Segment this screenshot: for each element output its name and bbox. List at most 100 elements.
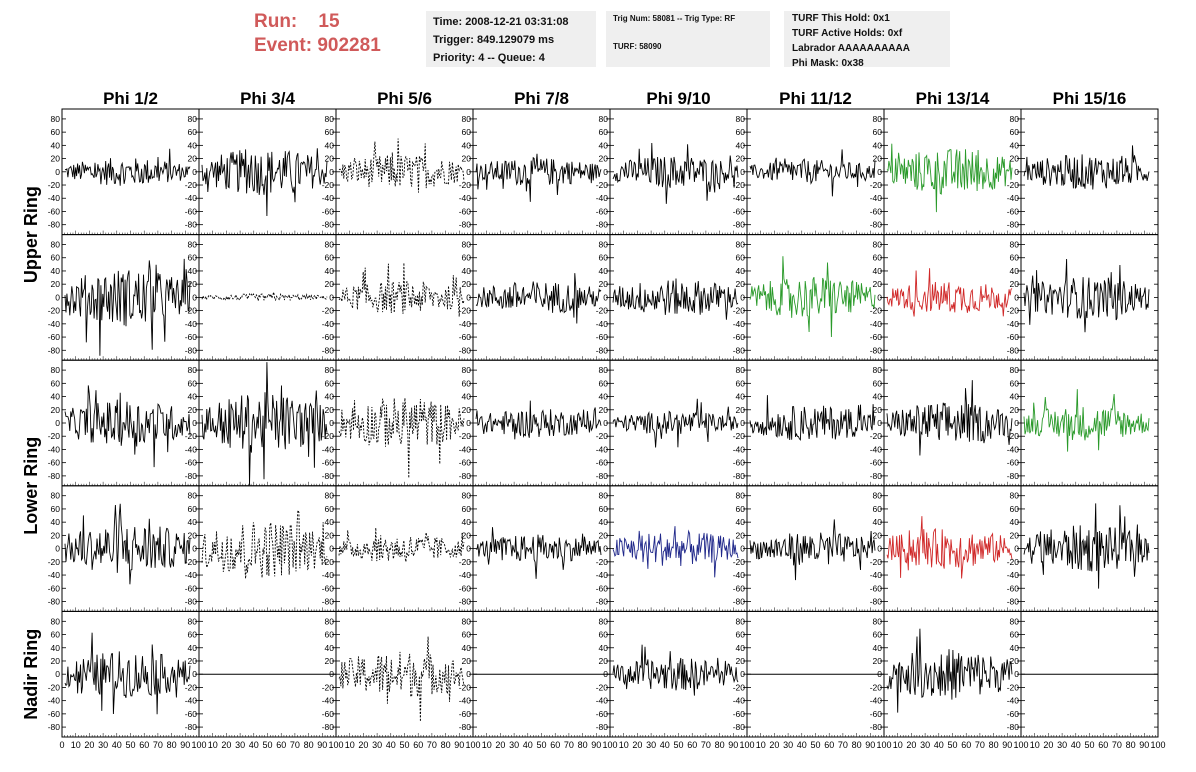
y-tick-label: -60 (48, 583, 61, 593)
y-tick-label: 0 (877, 167, 882, 177)
x-tick-label: 70 (427, 740, 437, 750)
x-tick-label: 10 (756, 740, 766, 750)
y-tick-label: -80 (185, 722, 198, 732)
y-tick-label: 20 (1010, 530, 1020, 540)
y-tick-label: -20 (870, 431, 883, 441)
y-tick-label: -80 (185, 345, 198, 355)
y-tick-label: -20 (733, 306, 746, 316)
x-tick-label: 90 (1002, 740, 1012, 750)
y-tick-label: 40 (188, 266, 198, 276)
x-tick-label: 40 (523, 740, 533, 750)
y-tick-label: 0 (55, 167, 60, 177)
y-tick-label: -60 (185, 206, 198, 216)
waveform-trace (612, 398, 739, 448)
trigger-info-box: Trig Num: 58081 -- Trig Type: RF TURF: 5… (606, 11, 770, 67)
y-tick-label: -20 (596, 431, 609, 441)
y-tick-label: 0 (1014, 544, 1019, 554)
y-tick-label: 80 (188, 365, 198, 375)
x-tick-label: 80 (1126, 740, 1136, 750)
y-tick-label: 80 (51, 365, 61, 375)
y-tick-label: -60 (733, 332, 746, 342)
y-tick-label: 20 (188, 530, 198, 540)
priority-text: Priority: 4 -- Queue: 4 (433, 52, 545, 64)
y-tick-label: -60 (733, 583, 746, 593)
y-tick-label: -40 (596, 570, 609, 580)
y-tick-label: -60 (596, 583, 609, 593)
x-tick-label: 10 (893, 740, 903, 750)
y-tick-label: 60 (1010, 127, 1020, 137)
y-tick-label: -60 (322, 583, 335, 593)
y-tick-label: 80 (599, 240, 609, 250)
y-tick-label: 60 (873, 378, 883, 388)
waveform-trace (1023, 503, 1150, 589)
x-tick-label: 100 (1013, 740, 1028, 750)
y-tick-label: 40 (325, 266, 335, 276)
y-tick-label: 20 (1010, 279, 1020, 289)
y-tick-label: 20 (873, 530, 883, 540)
y-tick-label: -40 (870, 193, 883, 203)
y-tick-label: -40 (596, 319, 609, 329)
y-tick-label: 40 (736, 140, 746, 150)
waveform-trace (64, 148, 191, 186)
y-tick-label: 60 (325, 630, 335, 640)
y-tick-label: -20 (459, 682, 472, 692)
x-tick-label: 90 (454, 740, 464, 750)
y-tick-label: 60 (462, 127, 472, 137)
y-tick-label: -20 (596, 682, 609, 692)
y-tick-label: -60 (48, 206, 61, 216)
y-tick-label: 40 (873, 517, 883, 527)
y-tick-label: 20 (462, 405, 472, 415)
y-tick-label: 0 (877, 418, 882, 428)
x-tick-label: 20 (358, 740, 368, 750)
x-tick-label: 60 (276, 740, 286, 750)
y-tick-label: 60 (51, 127, 61, 137)
y-tick-label: 40 (325, 140, 335, 150)
y-tick-label: -20 (459, 306, 472, 316)
y-tick-label: 20 (736, 154, 746, 164)
y-tick-label: -40 (870, 696, 883, 706)
y-tick-label: 20 (736, 279, 746, 289)
y-tick-label: -60 (596, 458, 609, 468)
y-tick-label: -80 (48, 722, 61, 732)
y-tick-label: 60 (188, 127, 198, 137)
waveform-trace (886, 380, 1013, 456)
y-tick-label: 20 (599, 656, 609, 666)
y-tick-label: -40 (48, 696, 61, 706)
y-tick-label: -60 (48, 332, 61, 342)
y-tick-label: 60 (325, 253, 335, 263)
y-tick-label: -20 (48, 557, 61, 567)
y-tick-label: -80 (48, 345, 61, 355)
x-tick-label: 100 (328, 740, 343, 750)
waveform-trace (886, 516, 1013, 579)
ring-label: Nadir Ring (21, 629, 41, 720)
waveform-trace (886, 268, 1013, 317)
y-tick-label: 0 (740, 544, 745, 554)
y-tick-label: -80 (733, 220, 746, 230)
y-tick-label: 0 (466, 292, 471, 302)
x-tick-label: 40 (249, 740, 259, 750)
y-tick-label: 0 (603, 167, 608, 177)
waveform-trace (201, 291, 328, 302)
x-tick-label: 50 (399, 740, 409, 750)
y-tick-label: -20 (733, 180, 746, 190)
y-tick-label: 80 (736, 365, 746, 375)
y-tick-label: -60 (596, 206, 609, 216)
y-tick-label: 60 (325, 378, 335, 388)
y-tick-label: -40 (185, 570, 198, 580)
turf-info-box: TURF This Hold: 0x1 TURF Active Holds: 0… (784, 11, 950, 69)
y-tick-label: 60 (873, 630, 883, 640)
y-tick-label: 20 (736, 405, 746, 415)
x-tick-label: 40 (112, 740, 122, 750)
y-tick-label: -40 (596, 696, 609, 706)
x-tick-label: 50 (262, 740, 272, 750)
waveform-trace (612, 526, 739, 578)
waveform-trace (475, 400, 602, 440)
y-tick-label: 0 (466, 167, 471, 177)
y-tick-label: -80 (48, 220, 61, 230)
x-tick-label: 80 (304, 740, 314, 750)
y-tick-label: -20 (733, 682, 746, 692)
x-tick-label: 20 (1043, 740, 1053, 750)
ring-label: Lower Ring (21, 437, 41, 535)
x-tick-label: 50 (947, 740, 957, 750)
